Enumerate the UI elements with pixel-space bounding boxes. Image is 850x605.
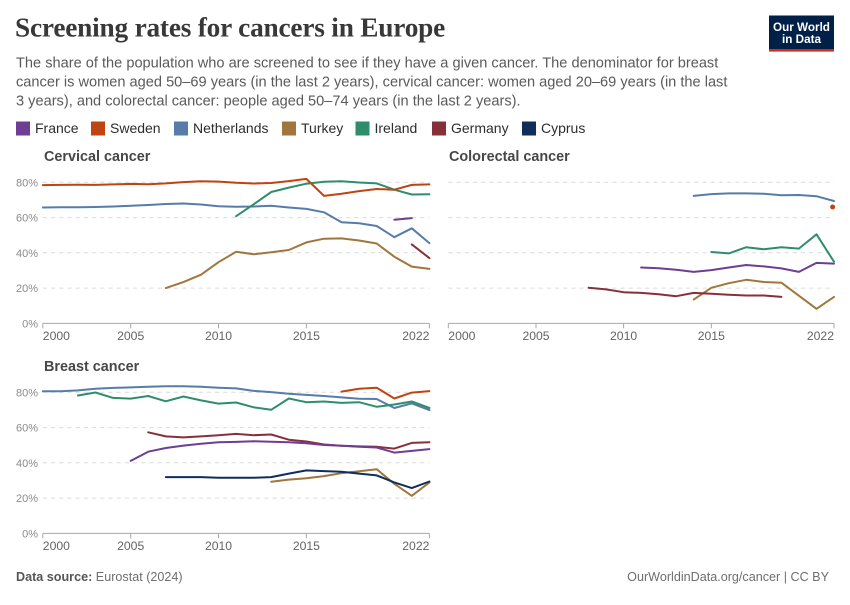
svg-text:Germany: Germany (451, 120, 509, 136)
svg-text:3 years), and colorectal cance: 3 years), and colorectal cancer: people … (16, 94, 521, 110)
svg-text:40%: 40% (16, 248, 38, 260)
svg-text:2015: 2015 (293, 539, 320, 553)
svg-text:80%: 80% (16, 177, 38, 189)
svg-text:0%: 0% (22, 318, 38, 330)
svg-text:2022: 2022 (807, 329, 834, 343)
svg-text:2015: 2015 (293, 329, 320, 343)
svg-text:2005: 2005 (522, 329, 549, 343)
svg-text:Breast cancer: Breast cancer (44, 359, 140, 375)
svg-text:Cervical cancer: Cervical cancer (44, 149, 151, 165)
svg-text:in Data: in Data (782, 33, 821, 46)
svg-text:2000: 2000 (43, 329, 70, 343)
svg-text:40%: 40% (16, 458, 38, 470)
svg-text:20%: 20% (16, 283, 38, 295)
svg-text:2000: 2000 (448, 329, 475, 343)
svg-text:2005: 2005 (117, 539, 144, 553)
svg-text:60%: 60% (16, 213, 38, 225)
svg-text:2010: 2010 (205, 329, 232, 343)
svg-text:cancer is women aged 50–69 yea: cancer is women aged 50–69 years (in the… (16, 75, 727, 91)
svg-text:2010: 2010 (205, 539, 232, 553)
svg-text:Our World: Our World (773, 21, 830, 34)
svg-text:Turkey: Turkey (301, 120, 343, 136)
svg-text:Cyprus: Cyprus (541, 120, 585, 136)
svg-text:Sweden: Sweden (110, 120, 161, 136)
svg-text:2000: 2000 (43, 539, 70, 553)
svg-text:France: France (35, 120, 79, 136)
svg-text:80%: 80% (16, 387, 38, 399)
svg-text:Data source: Eurostat (2024): Data source: Eurostat (2024) (16, 570, 183, 584)
svg-text:0%: 0% (22, 528, 38, 540)
svg-text:Colorectal cancer: Colorectal cancer (449, 149, 570, 165)
svg-text:2015: 2015 (698, 329, 725, 343)
svg-text:60%: 60% (16, 423, 38, 435)
svg-text:2022: 2022 (402, 539, 429, 553)
svg-text:2022: 2022 (402, 329, 429, 343)
svg-text:The share of the population wh: The share of the population who are scre… (16, 56, 718, 72)
svg-text:Screening rates for cancers in: Screening rates for cancers in Europe (15, 13, 445, 43)
svg-text:Ireland: Ireland (375, 120, 418, 136)
svg-text:20%: 20% (16, 493, 38, 505)
svg-text:Netherlands: Netherlands (193, 120, 269, 136)
svg-text:OurWorldinData.org/cancer | CC: OurWorldinData.org/cancer | CC BY (627, 570, 829, 584)
svg-text:2010: 2010 (610, 329, 637, 343)
svg-text:2005: 2005 (117, 329, 144, 343)
